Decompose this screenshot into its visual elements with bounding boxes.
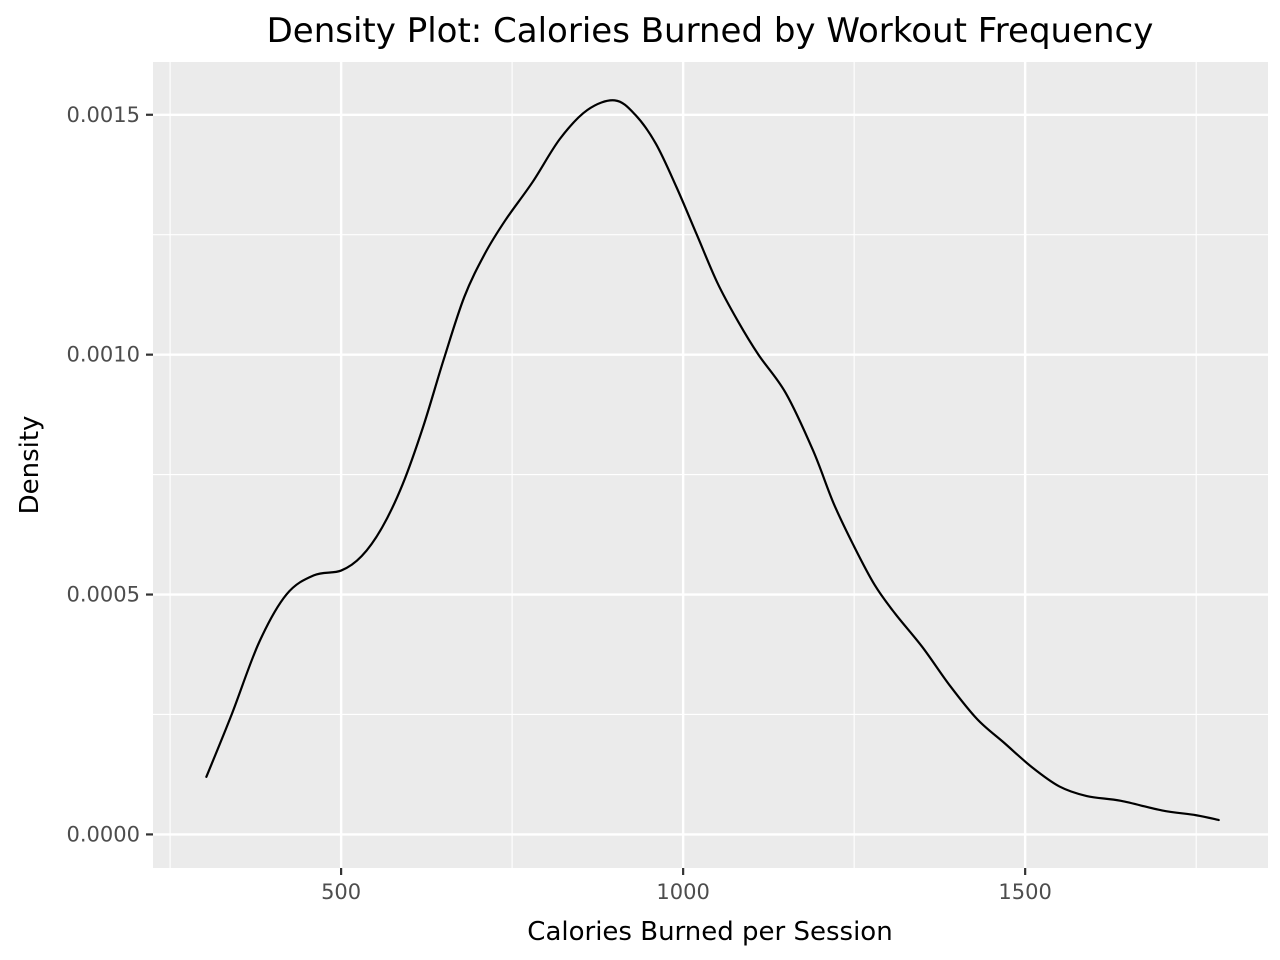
y-axis-ticks: 0.0000 0.0005 0.0010 0.0015 — [67, 103, 153, 846]
x-axis-title: Calories Burned per Session — [527, 917, 892, 947]
y-axis-title: Density — [15, 416, 45, 515]
x-tick-label: 1500 — [998, 880, 1051, 904]
y-tick-label: 0.0005 — [67, 583, 140, 607]
major-gridlines-x — [339, 62, 1027, 868]
chart-title: Density Plot: Calories Burned by Workout… — [267, 11, 1154, 51]
y-tick-label: 0.0010 — [67, 343, 140, 367]
minor-gridlines-y — [153, 234, 1268, 716]
density-curve — [205, 99, 1220, 822]
minor-gridlines-x — [169, 62, 1197, 868]
x-axis-ticks: 500 1000 1500 — [321, 868, 1052, 904]
y-tick-label: 0.0000 — [67, 822, 140, 846]
x-tick-label: 500 — [321, 880, 361, 904]
y-tick-label: 0.0015 — [67, 103, 140, 127]
x-tick-label: 1000 — [656, 880, 709, 904]
plot-panel — [153, 62, 1268, 868]
major-gridlines-y — [153, 113, 1268, 836]
